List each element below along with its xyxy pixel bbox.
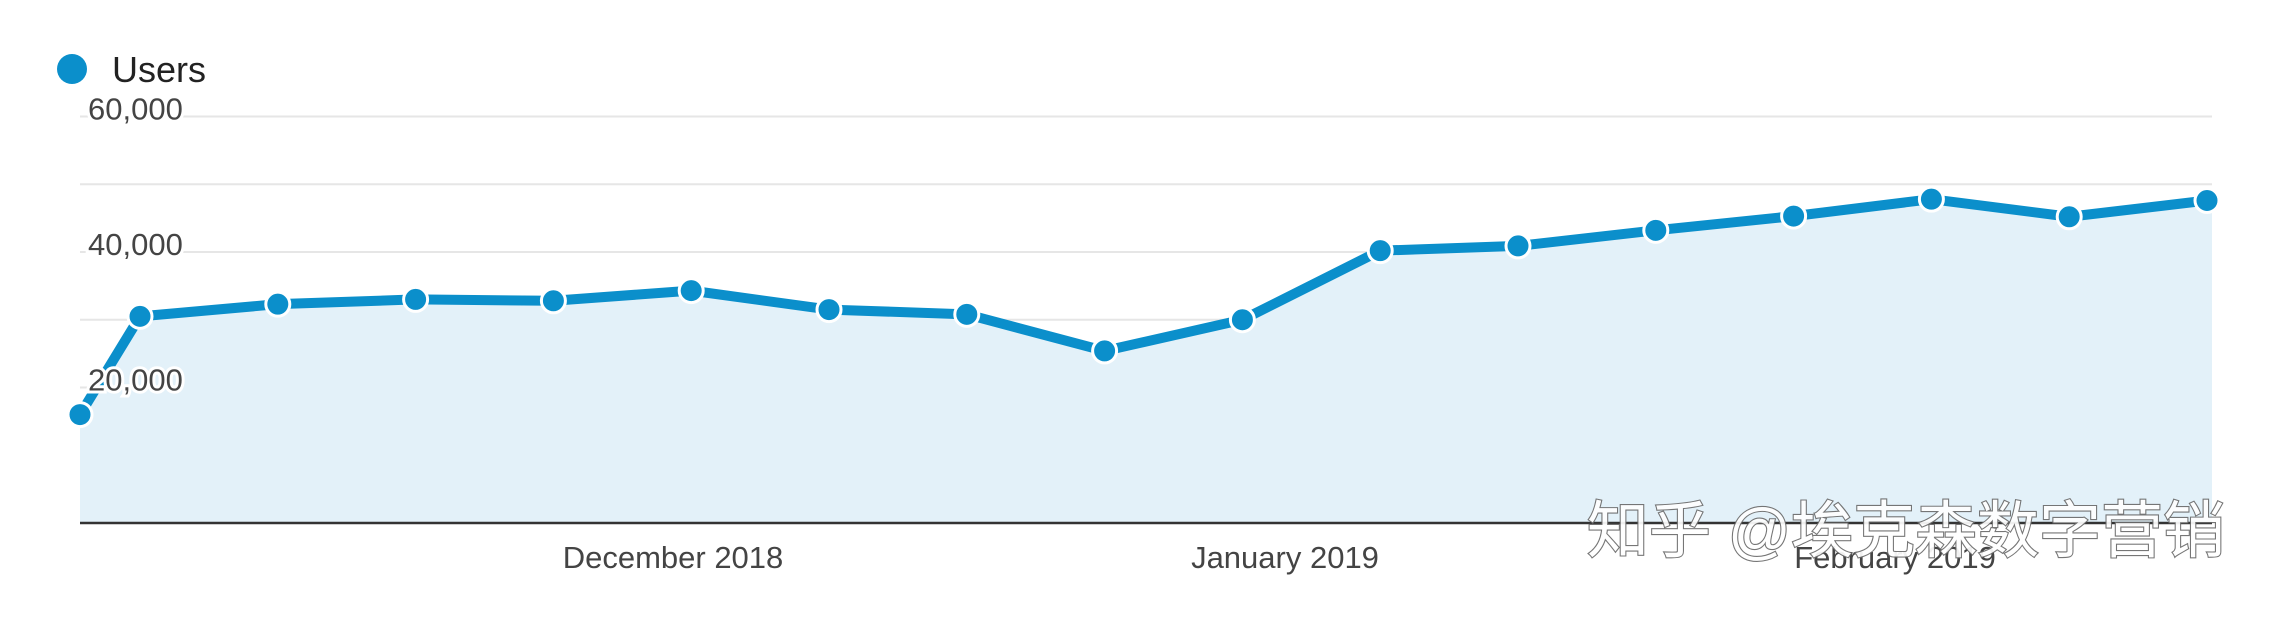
data-point [677,277,705,305]
data-point [1917,185,1945,213]
data-point [264,290,292,318]
area-fill-users [80,199,2212,523]
data-point [126,302,154,330]
data-point [66,401,94,429]
watermark-text: 知乎 @埃克森数字营销 [1587,497,2225,566]
legend-marker-users [57,54,87,84]
data-point [2055,203,2083,231]
data-point [539,287,567,315]
data-point [1366,237,1394,265]
data-point [402,285,430,313]
data-point [815,296,843,324]
y-tick-label: 40,000 [88,227,183,262]
x-axis-labels: December 2018 January 2019 February 2019 [563,540,1996,575]
y-tick-label: 20,000 [88,363,183,398]
series-points [66,185,2221,429]
x-tick-label: February 2019 [1794,540,1996,575]
data-point [1504,232,1532,260]
x-tick-label: December 2018 [563,540,784,575]
legend-label-users: Users [112,49,206,90]
y-axis-labels: 20,000 40,000 60,000 [85,89,186,401]
y-tick-label: 60,000 [88,92,183,127]
data-point [1780,202,1808,230]
data-point [1228,306,1256,334]
data-point [1091,337,1119,365]
data-point [953,300,981,328]
data-point [1642,216,1670,244]
legend[interactable]: Users [57,49,206,90]
x-tick-label: January 2019 [1191,540,1379,575]
series-area [80,199,2212,523]
data-point [2193,187,2221,215]
